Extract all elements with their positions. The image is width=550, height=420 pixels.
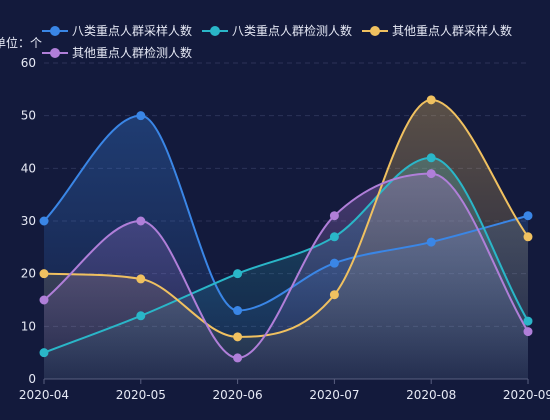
- legend-dot-icon: [50, 26, 60, 36]
- data-point[interactable]: [136, 111, 146, 121]
- x-tick-label: 2020-04: [19, 388, 69, 402]
- y-tick-label: 60: [21, 56, 36, 70]
- legend-dot-icon: [50, 48, 60, 58]
- y-tick-label: 50: [21, 109, 36, 123]
- data-point[interactable]: [523, 211, 533, 221]
- series-area: [44, 173, 528, 379]
- data-point[interactable]: [39, 269, 49, 279]
- data-point[interactable]: [233, 353, 243, 363]
- data-point[interactable]: [426, 237, 436, 247]
- legend-item[interactable]: 八类重点人群检测人数: [202, 23, 352, 38]
- data-point[interactable]: [523, 232, 533, 242]
- x-tick-label: 2020-06: [213, 388, 263, 402]
- y-unit-label: 单位：个: [0, 35, 42, 50]
- x-tick-label: 2020-08: [406, 388, 456, 402]
- data-point[interactable]: [136, 274, 146, 284]
- legend-dot-icon: [210, 26, 220, 36]
- x-tick-label: 2020-07: [309, 388, 359, 402]
- legend-label: 其他重点人群采样人数: [392, 23, 512, 38]
- legend-item[interactable]: 八类重点人群采样人数: [42, 23, 192, 38]
- legend-dot-icon: [370, 26, 380, 36]
- legend-item[interactable]: 其他重点人群检测人数: [42, 45, 192, 60]
- legend-label: 八类重点人群采样人数: [72, 23, 192, 38]
- y-tick-label: 30: [21, 214, 36, 228]
- data-point[interactable]: [523, 327, 533, 337]
- data-point[interactable]: [233, 332, 243, 342]
- y-tick-label: 10: [21, 319, 36, 333]
- data-point[interactable]: [329, 232, 339, 242]
- y-tick-label: 20: [21, 267, 36, 281]
- y-tick-label: 40: [21, 161, 36, 175]
- axes: 0 10 20 30 40 50 60 2020-04 2020-05 2020-06 2020-0…: [19, 56, 550, 402]
- data-point[interactable]: [329, 211, 339, 221]
- x-tick-label: 2020-05: [116, 388, 166, 402]
- series-areas: [44, 99, 528, 380]
- data-point[interactable]: [426, 169, 436, 179]
- legend-label: 其他重点人群检测人数: [72, 45, 192, 60]
- data-point[interactable]: [39, 295, 49, 305]
- data-point[interactable]: [233, 269, 243, 279]
- data-point[interactable]: [136, 311, 146, 321]
- data-point[interactable]: [233, 306, 243, 316]
- legend-item[interactable]: 其他重点人群采样人数: [362, 23, 512, 38]
- data-point[interactable]: [329, 290, 339, 300]
- data-point[interactable]: [426, 95, 436, 105]
- data-point[interactable]: [39, 348, 49, 358]
- data-point[interactable]: [523, 316, 533, 326]
- x-tick-label: 2020-09: [503, 388, 550, 402]
- y-tick-label: 0: [28, 372, 36, 386]
- data-point[interactable]: [329, 258, 339, 268]
- data-points: [39, 95, 533, 363]
- data-point[interactable]: [426, 153, 436, 163]
- data-point[interactable]: [39, 216, 49, 226]
- data-point[interactable]: [136, 216, 146, 226]
- legend-label: 八类重点人群检测人数: [232, 23, 352, 38]
